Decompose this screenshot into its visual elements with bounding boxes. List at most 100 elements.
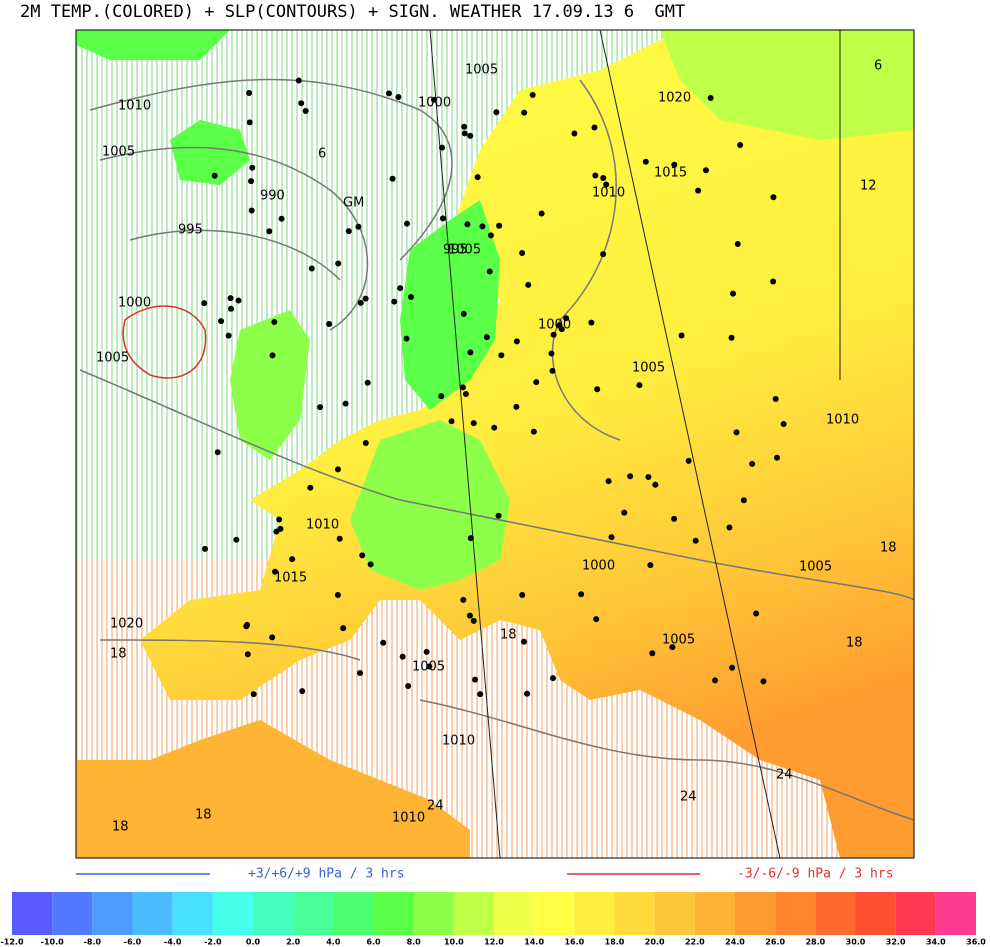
rain-dot: [548, 350, 555, 357]
colorbar-label: 20.0: [645, 938, 665, 947]
rain-dot: [712, 677, 719, 684]
rain-dot: [726, 524, 733, 531]
rain-dot: [438, 393, 445, 400]
rain-dot: [246, 119, 253, 126]
rain-dot: [729, 290, 736, 297]
rain-dot: [563, 315, 570, 322]
rain-dot: [227, 295, 234, 302]
rain-dot: [464, 221, 471, 228]
land-africa: [76, 720, 470, 858]
colorbar-label: 12.0: [484, 938, 504, 947]
rain-dot: [289, 556, 296, 563]
contour-label: 1000: [418, 96, 451, 111]
rain-dot: [467, 132, 474, 139]
contour-label: 18: [110, 647, 127, 662]
rain-dot: [299, 688, 306, 695]
rain-dot: [466, 612, 473, 619]
colorbar-cell: [614, 892, 655, 935]
rain-dot: [342, 400, 349, 407]
rain-dot: [498, 352, 505, 359]
contour-label: 1010: [442, 734, 475, 749]
rain-dot: [605, 478, 612, 485]
rain-dot: [671, 515, 678, 522]
rain-dot: [491, 424, 498, 431]
contour-label: 1015: [654, 166, 687, 181]
colorbar-label: 34.0: [926, 938, 946, 947]
map: [75, 29, 915, 859]
land-greenland: [76, 30, 230, 60]
rain-dot: [707, 94, 714, 101]
rain-dot: [448, 418, 455, 425]
rain-dot: [317, 404, 324, 411]
rain-dot: [740, 497, 747, 504]
rain-dot: [578, 591, 585, 598]
rain-dot: [627, 473, 634, 480]
colorbar-label: -10.0: [41, 938, 64, 947]
rain-dot: [603, 181, 610, 188]
colorbar-cell: [534, 892, 575, 935]
contour-label: 18: [500, 628, 517, 643]
colorbar-label: 32.0: [886, 938, 906, 947]
colorbar-cell: [172, 892, 213, 935]
contour-label: 1010: [826, 413, 859, 428]
contour-label: 6: [874, 59, 882, 74]
isobar-low: [122, 305, 207, 379]
rain-dot: [302, 108, 309, 115]
rain-dot: [513, 338, 520, 345]
rain-dot: [636, 382, 643, 389]
rain-dot: [600, 174, 607, 181]
rain-dot: [591, 124, 598, 131]
rain-dot: [214, 449, 221, 456]
colorbar-cell: [52, 892, 93, 935]
rain-dot: [780, 421, 787, 428]
contour-label: 1005: [102, 145, 135, 160]
rain-dot: [218, 318, 225, 325]
rain-dot: [671, 161, 678, 168]
rain-dot: [439, 215, 446, 222]
rain-dot: [278, 215, 285, 222]
rain-dot: [248, 207, 255, 214]
contour-label: 1010: [592, 186, 625, 201]
contour-label: 1010: [306, 518, 339, 533]
rain-dot: [477, 691, 484, 698]
rain-dot: [228, 305, 235, 312]
rain-dot: [460, 596, 467, 603]
rain-dot: [367, 561, 374, 568]
colorbar-label: 4.0: [326, 938, 341, 947]
rain-dot: [678, 332, 685, 339]
rain-dot: [472, 676, 479, 683]
colorbar-cell: [935, 892, 976, 935]
colorbar-label: 0.0: [246, 938, 261, 947]
rain-dot: [753, 610, 760, 617]
contour-label: 1020: [658, 91, 691, 106]
rain-dot: [334, 591, 341, 598]
rain-dot: [357, 669, 364, 676]
rain-dot: [649, 650, 656, 657]
rain-dot: [269, 352, 276, 359]
rain-dot: [250, 691, 257, 698]
rain-dot: [211, 172, 218, 179]
rain-dot: [519, 592, 526, 599]
rain-dot: [487, 232, 494, 239]
rain-dot: [202, 545, 209, 552]
colorbar-label: 14.0: [524, 938, 544, 947]
rain-dot: [621, 509, 628, 516]
rain-dot: [733, 429, 740, 436]
warm-north: [660, 30, 914, 140]
rain-dot: [307, 484, 314, 491]
contour-label: 1005: [412, 660, 445, 675]
colorbar-label: -6.0: [124, 938, 142, 947]
colorbar-label: 26.0: [765, 938, 785, 947]
rain-dot: [362, 295, 369, 302]
colorbar-cell: [855, 892, 896, 935]
rain-dot: [474, 174, 481, 181]
rain-dot: [608, 534, 615, 541]
rain-dot: [571, 130, 578, 137]
rain-dot: [246, 90, 253, 97]
colorbar-label: -8.0: [84, 938, 102, 947]
rain-dot: [734, 240, 741, 247]
colorbar-cell: [895, 892, 936, 935]
rain-dot: [702, 167, 709, 174]
colorbar-cell: [253, 892, 294, 935]
